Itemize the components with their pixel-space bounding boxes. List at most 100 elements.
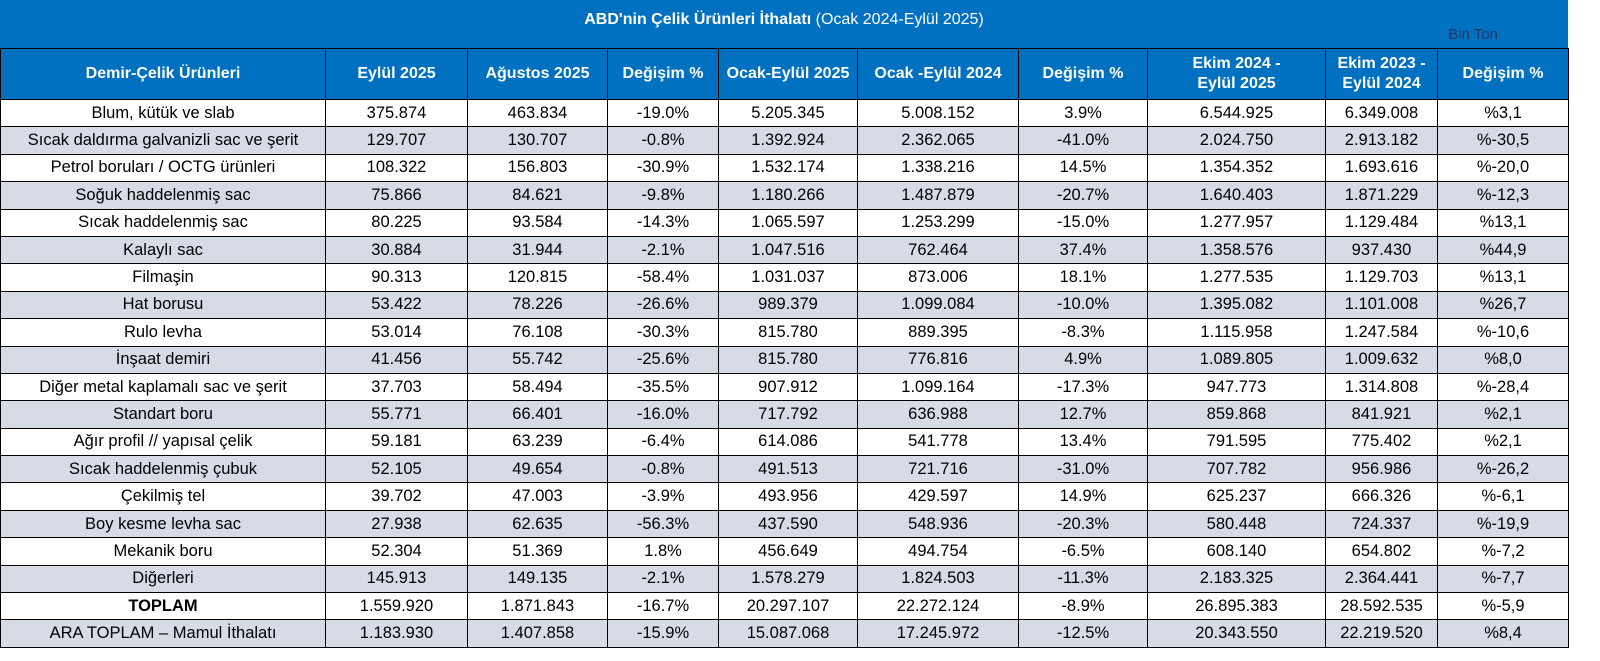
cell: 1.354.352: [1147, 153, 1326, 183]
cell: -30.3%: [607, 318, 719, 347]
row-label: Boy kesme levha sac: [0, 509, 326, 539]
row-label: Ağır profil // yapısal çelik: [0, 427, 326, 457]
cell: -3.9%: [607, 482, 719, 511]
cell: %2,1: [1437, 400, 1569, 429]
cell: %13,1: [1437, 208, 1569, 237]
cell: %-6,1: [1437, 482, 1569, 511]
cell: 37.703: [325, 372, 468, 402]
cell: 1.247.584: [1325, 318, 1438, 347]
cell: 775.402: [1325, 427, 1438, 457]
cell: -20.7%: [1018, 181, 1148, 210]
cell: -16.7%: [607, 592, 719, 621]
cell: 762.464: [857, 235, 1019, 265]
column-header: Eylül 2025: [325, 48, 468, 100]
table-row: Hat borusu 53.422 78.226 -26.6% 989.379 1.099…: [0, 290, 1569, 320]
cell: 494.754: [857, 537, 1019, 566]
cell: -12.5%: [1018, 619, 1148, 648]
cell: %-5,9: [1437, 592, 1569, 621]
cell: 80.225: [325, 208, 468, 237]
title-bar: ABD'nin Çelik Ürünleri İthalatı (Ocak 20…: [0, 0, 1568, 48]
cell: %-12,3: [1437, 181, 1569, 210]
cell: -11.3%: [1018, 564, 1148, 594]
cell: 27.938: [325, 509, 468, 539]
cell: 636.988: [857, 400, 1019, 429]
table-row: Diğer metal kaplamalı sac ve şerit 37.703…: [0, 372, 1569, 402]
cell: 75.866: [325, 181, 468, 210]
cell: 52.304: [325, 537, 468, 566]
cell: 873.006: [857, 263, 1019, 292]
cell: 20.297.107: [718, 592, 858, 621]
subtitle: (Ocak 2024-Eylül 2025): [815, 11, 984, 28]
row-label: Blum, kütük ve slab: [0, 98, 326, 128]
cell: %-28,4: [1437, 372, 1569, 402]
cell: 76.108: [467, 318, 608, 347]
cell: -58.4%: [607, 263, 719, 292]
row-label: Mekanik boru: [0, 537, 326, 566]
cell: -25.6%: [607, 345, 719, 374]
cell: 580.448: [1147, 509, 1326, 539]
cell: 1.407.858: [467, 619, 608, 648]
cell: 859.868: [1147, 400, 1326, 429]
cell: -8.3%: [1018, 318, 1148, 347]
cell: -2.1%: [607, 235, 719, 265]
table-row: Sıcak haddelenmiş sac 80.225 93.584 -14.3% 1…: [0, 208, 1569, 237]
row-label: Çekilmiş tel: [0, 482, 326, 511]
cell: -15.0%: [1018, 208, 1148, 237]
cell: 1.180.266: [718, 181, 858, 210]
cell: 1.183.930: [325, 619, 468, 648]
table-row: Sıcak daldırma galvanizli sac ve şerit 12…: [0, 126, 1569, 155]
column-header: Değişim %: [1437, 48, 1569, 100]
cell: 13.4%: [1018, 427, 1148, 457]
column-header: Ekim 2023 - Eylül 2024: [1325, 48, 1438, 100]
cell: 93.584: [467, 208, 608, 237]
cell: 130.707: [467, 126, 608, 155]
cell: 129.707: [325, 126, 468, 155]
row-label: Kalaylı sac: [0, 235, 326, 265]
row-label: Standart boru: [0, 400, 326, 429]
cell: 84.621: [467, 181, 608, 210]
cell: 1.532.174: [718, 153, 858, 183]
cell: 55.771: [325, 400, 468, 429]
cell: -56.3%: [607, 509, 719, 539]
cell: 937.430: [1325, 235, 1438, 265]
cell: -0.8%: [607, 126, 719, 155]
table-row: Blum, kütük ve slab 375.874 463.834 -19.0% 5…: [0, 98, 1569, 128]
cell: 47.003: [467, 482, 608, 511]
cell: 791.595: [1147, 427, 1326, 457]
cell: 1.392.924: [718, 126, 858, 155]
cell: 37.4%: [1018, 235, 1148, 265]
cell: 5.008.152: [857, 98, 1019, 128]
cell: -20.3%: [1018, 509, 1148, 539]
table-row: Boy kesme levha sac 27.938 62.635 -56.3% 437…: [0, 509, 1569, 539]
cell: 1.358.576: [1147, 235, 1326, 265]
column-header: Ağustos 2025: [467, 48, 608, 100]
cell: 49.654: [467, 455, 608, 484]
row-label: ARA TOPLAM – Mamul İthalatı: [0, 619, 326, 648]
cell: %-26,2: [1437, 455, 1569, 484]
cell: 58.494: [467, 372, 608, 402]
data-table: Demir-Çelik Ürünleri Eylül 2025 Ağustos 20…: [0, 48, 1569, 648]
cell: 721.716: [857, 455, 1019, 484]
cell: 707.782: [1147, 455, 1326, 484]
cell: 375.874: [325, 98, 468, 128]
row-label: Diğer metal kaplamalı sac ve şerit: [0, 372, 326, 402]
cell: 120.815: [467, 263, 608, 292]
cell: 15.087.068: [718, 619, 858, 648]
cell: 1.129.703: [1325, 263, 1438, 292]
cell: 52.105: [325, 455, 468, 484]
cell: 41.456: [325, 345, 468, 374]
cell: 1.871.229: [1325, 181, 1438, 210]
cell: 907.912: [718, 372, 858, 402]
cell: -15.9%: [607, 619, 719, 648]
cell: -41.0%: [1018, 126, 1148, 155]
cell: 12.7%: [1018, 400, 1148, 429]
column-header: Ocak -Eylül 2024: [857, 48, 1019, 100]
table-row: ARA TOPLAM – Mamul İthalatı 1.183.930 1.40…: [0, 619, 1569, 648]
row-label: Petrol boruları / OCTG ürünleri: [0, 153, 326, 183]
cell: 1.8%: [607, 537, 719, 566]
cell: 608.140: [1147, 537, 1326, 566]
cell: %-19,9: [1437, 509, 1569, 539]
cell: 156.803: [467, 153, 608, 183]
cell: %-7,2: [1437, 537, 1569, 566]
cell: 20.343.550: [1147, 619, 1326, 648]
